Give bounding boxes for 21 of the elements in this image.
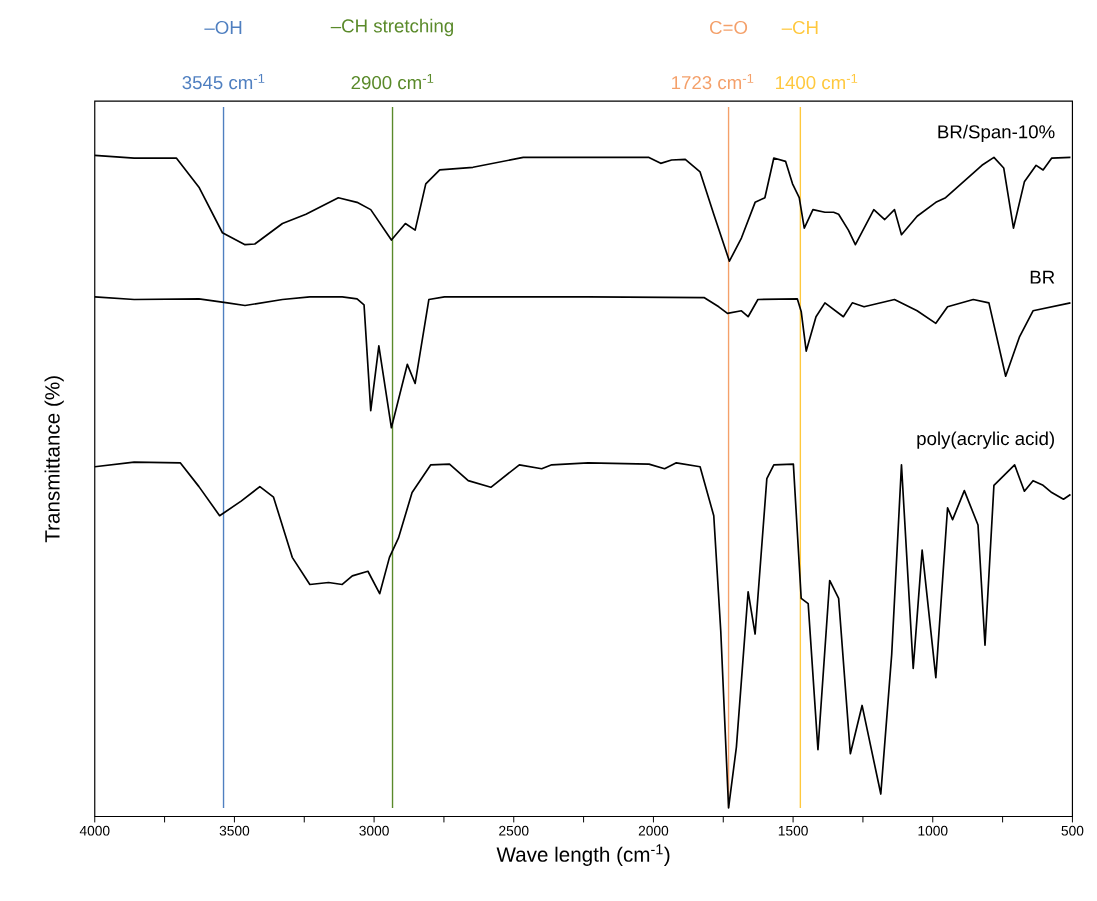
x-tick-label: 4000: [79, 825, 110, 836]
ref-line-label: –CH: [781, 20, 818, 35]
x-tick-label: 1500: [778, 825, 808, 836]
text: 3545 cm$^{-1}$: [182, 73, 265, 90]
x-tick-label: 2000: [638, 825, 669, 836]
ref-line-label: –CH stretching: [330, 18, 453, 37]
x-axis-title: Wave length (cm$^{-1}$): [496, 844, 670, 866]
x-tick-label: 500: [1061, 825, 1084, 836]
ref-line-label: C=O: [710, 20, 748, 35]
x-tick-label: 3000: [359, 825, 389, 836]
x-tick-label: 1000: [918, 825, 948, 836]
x-tick-label: 2500: [499, 825, 529, 836]
text: 2900 cm$^{-1}$: [351, 73, 434, 90]
text: 1400 cm$^{-1}$: [776, 73, 858, 90]
series-label: poly(acrylic acid): [917, 431, 1054, 449]
ref-line-label: –OH: [204, 20, 242, 35]
text: 1723 cm$^{-1}$: [672, 73, 754, 90]
y-axis-title: Transmittance (%): [44, 376, 64, 543]
x-tick-label: 3500: [219, 825, 250, 836]
series-label: BR/Span-10%: [938, 124, 1055, 143]
series-label: BR: [1030, 270, 1055, 284]
